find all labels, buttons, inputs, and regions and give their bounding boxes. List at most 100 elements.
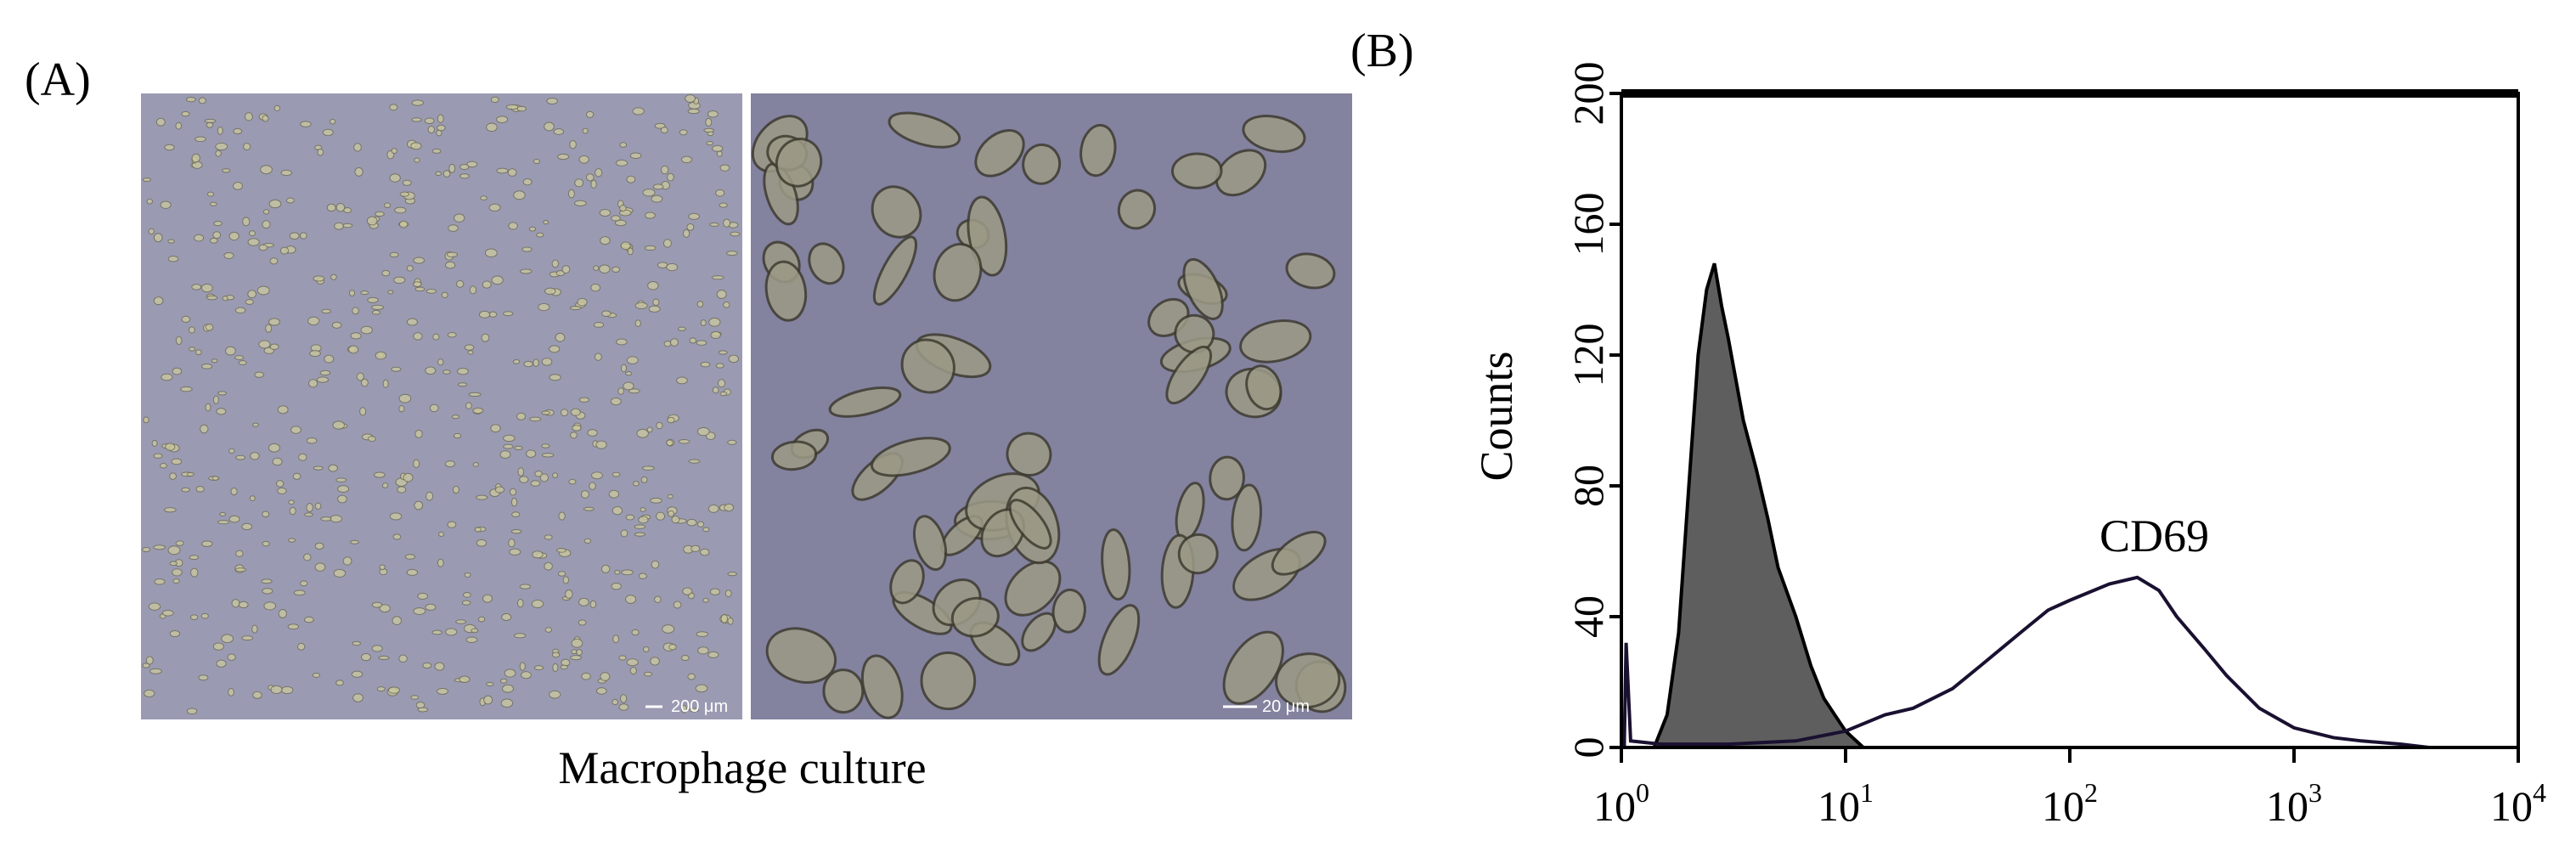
cell xyxy=(1097,604,1141,676)
cell xyxy=(582,127,589,134)
cell xyxy=(472,407,484,414)
cell xyxy=(160,463,167,469)
cell xyxy=(414,500,424,510)
cell xyxy=(719,164,730,172)
scale-bar-label: 200 μm xyxy=(671,697,728,716)
cell xyxy=(522,178,533,186)
cell xyxy=(227,653,236,662)
cell xyxy=(381,482,389,488)
x-tick-exponent: 2 xyxy=(2084,777,2098,808)
cell xyxy=(306,437,318,444)
cell xyxy=(269,343,279,350)
cell xyxy=(413,257,426,264)
cell xyxy=(553,128,565,135)
cell xyxy=(570,655,583,661)
cell xyxy=(632,107,645,116)
cell xyxy=(163,507,177,513)
cell xyxy=(313,275,325,282)
cell xyxy=(260,165,273,175)
cell xyxy=(682,587,693,595)
cell xyxy=(523,360,533,368)
cell xyxy=(533,358,539,367)
cell xyxy=(431,629,442,635)
cell xyxy=(1231,483,1262,552)
cell xyxy=(464,572,471,578)
cell xyxy=(627,247,634,256)
cell xyxy=(149,668,162,674)
cell xyxy=(379,564,386,571)
cell xyxy=(503,443,514,449)
cell xyxy=(360,653,371,662)
cell xyxy=(209,237,218,244)
cell xyxy=(459,164,470,170)
cell xyxy=(511,511,521,518)
cell xyxy=(727,572,738,577)
cell xyxy=(1051,588,1086,634)
cell xyxy=(216,659,227,668)
cell xyxy=(189,555,200,561)
cell xyxy=(435,171,442,177)
cell xyxy=(707,504,719,513)
cell xyxy=(337,485,350,494)
cell xyxy=(200,540,213,547)
cell xyxy=(404,554,416,560)
cell xyxy=(373,471,386,478)
cell xyxy=(888,111,961,149)
cell xyxy=(633,481,640,487)
cell xyxy=(402,179,412,186)
cell xyxy=(262,540,270,547)
cell xyxy=(656,511,666,521)
cell xyxy=(595,168,603,178)
cell xyxy=(521,246,533,252)
cell xyxy=(308,379,318,388)
cell xyxy=(190,567,199,578)
cell xyxy=(280,685,294,695)
cell xyxy=(314,502,322,510)
cell xyxy=(689,708,700,713)
cell xyxy=(273,104,281,112)
cell xyxy=(569,139,577,149)
cell xyxy=(651,560,660,569)
cell xyxy=(389,104,398,111)
cell xyxy=(394,206,407,214)
cell xyxy=(642,189,656,197)
cell xyxy=(217,520,230,525)
cell xyxy=(392,276,406,284)
cell xyxy=(673,601,682,609)
cell xyxy=(654,595,662,603)
cell xyxy=(974,129,1025,178)
cell xyxy=(471,628,479,634)
cell xyxy=(321,308,331,314)
cell xyxy=(375,351,387,360)
cell xyxy=(219,511,226,517)
x-tick-base: 10 xyxy=(2266,782,2308,830)
cell xyxy=(330,274,337,280)
cell xyxy=(634,302,648,310)
cell xyxy=(695,684,708,693)
cell xyxy=(578,397,590,403)
cell xyxy=(727,439,737,446)
cell xyxy=(667,416,675,424)
cell xyxy=(461,600,471,606)
area xyxy=(1651,262,1869,749)
cell xyxy=(600,672,611,681)
cell xyxy=(360,378,369,387)
cell xyxy=(577,297,588,307)
cell xyxy=(552,472,559,479)
cell xyxy=(560,409,569,417)
cell xyxy=(191,153,200,163)
cell xyxy=(712,386,719,394)
cell xyxy=(198,97,206,104)
cell xyxy=(250,452,260,460)
cell xyxy=(437,358,444,366)
cell xyxy=(608,489,620,499)
cell xyxy=(195,485,205,493)
cell xyxy=(1022,143,1062,185)
cell xyxy=(429,403,439,413)
cell xyxy=(306,503,313,512)
cell xyxy=(209,201,217,206)
cell xyxy=(313,465,324,471)
cell xyxy=(277,405,289,415)
cell xyxy=(687,673,696,680)
cell xyxy=(666,439,674,447)
